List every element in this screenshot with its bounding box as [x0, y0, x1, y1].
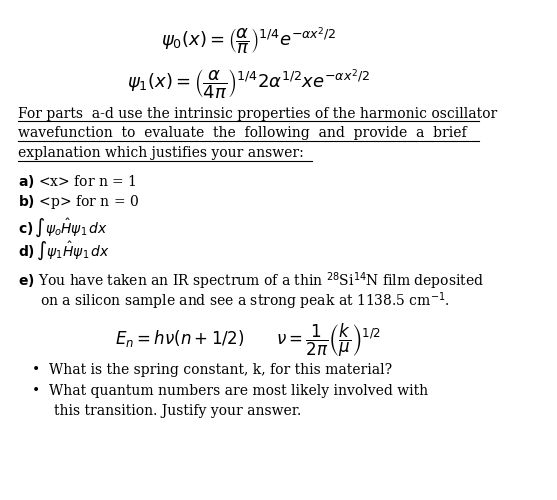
Text: $\psi_0(x) = \left(\dfrac{\alpha}{\pi}\right)^{1/4} e^{-\alpha x^2/2}$: $\psi_0(x) = \left(\dfrac{\alpha}{\pi}\r… [160, 25, 336, 56]
Text: on a silicon sample and see a strong peak at 1138.5 cm$^{-1}$.: on a silicon sample and see a strong pea… [40, 290, 449, 312]
Text: For parts  a-d use the intrinsic properties of the harmonic oscillator: For parts a-d use the intrinsic properti… [17, 106, 497, 120]
Text: explanation which justifies your answer:: explanation which justifies your answer: [17, 146, 303, 160]
Text: $E_n = h\nu(n + 1/2) \qquad \nu = \dfrac{1}{2\pi}\left(\dfrac{k}{\mu}\right)^{1/: $E_n = h\nu(n + 1/2) \qquad \nu = \dfrac… [115, 322, 381, 359]
Text: wavefunction  to  evaluate  the  following  and  provide  a  brief: wavefunction to evaluate the following a… [17, 126, 466, 140]
Text: this transition. Justify your answer.: this transition. Justify your answer. [55, 404, 301, 418]
Text: •  What is the spring constant, k, for this material?: • What is the spring constant, k, for th… [32, 362, 392, 376]
Text: •  What quantum numbers are most likely involved with: • What quantum numbers are most likely i… [32, 384, 428, 398]
Text: $\mathbf{d)}\, \int \psi_1 \hat{H} \psi_1\, dx$: $\mathbf{d)}\, \int \psi_1 \hat{H} \psi_… [17, 239, 110, 262]
Text: $\mathbf{c)}\, \int \psi_o \hat{H} \psi_1\, dx$: $\mathbf{c)}\, \int \psi_o \hat{H} \psi_… [17, 216, 108, 239]
Text: $\psi_1(x) = \left(\dfrac{\alpha}{4\pi}\right)^{1/4} 2\alpha^{1/2} x e^{-\alpha : $\psi_1(x) = \left(\dfrac{\alpha}{4\pi}\… [127, 67, 370, 102]
Text: $\mathbf{e)}$ You have taken an IR spectrum of a thin $^{28}$Si$^{14}$N film dep: $\mathbf{e)}$ You have taken an IR spect… [17, 271, 483, 292]
Text: $\mathbf{a)}$ <x> for n = 1: $\mathbf{a)}$ <x> for n = 1 [17, 174, 136, 190]
Text: $\mathbf{b)}$ <p> for n = 0: $\mathbf{b)}$ <p> for n = 0 [17, 193, 139, 211]
